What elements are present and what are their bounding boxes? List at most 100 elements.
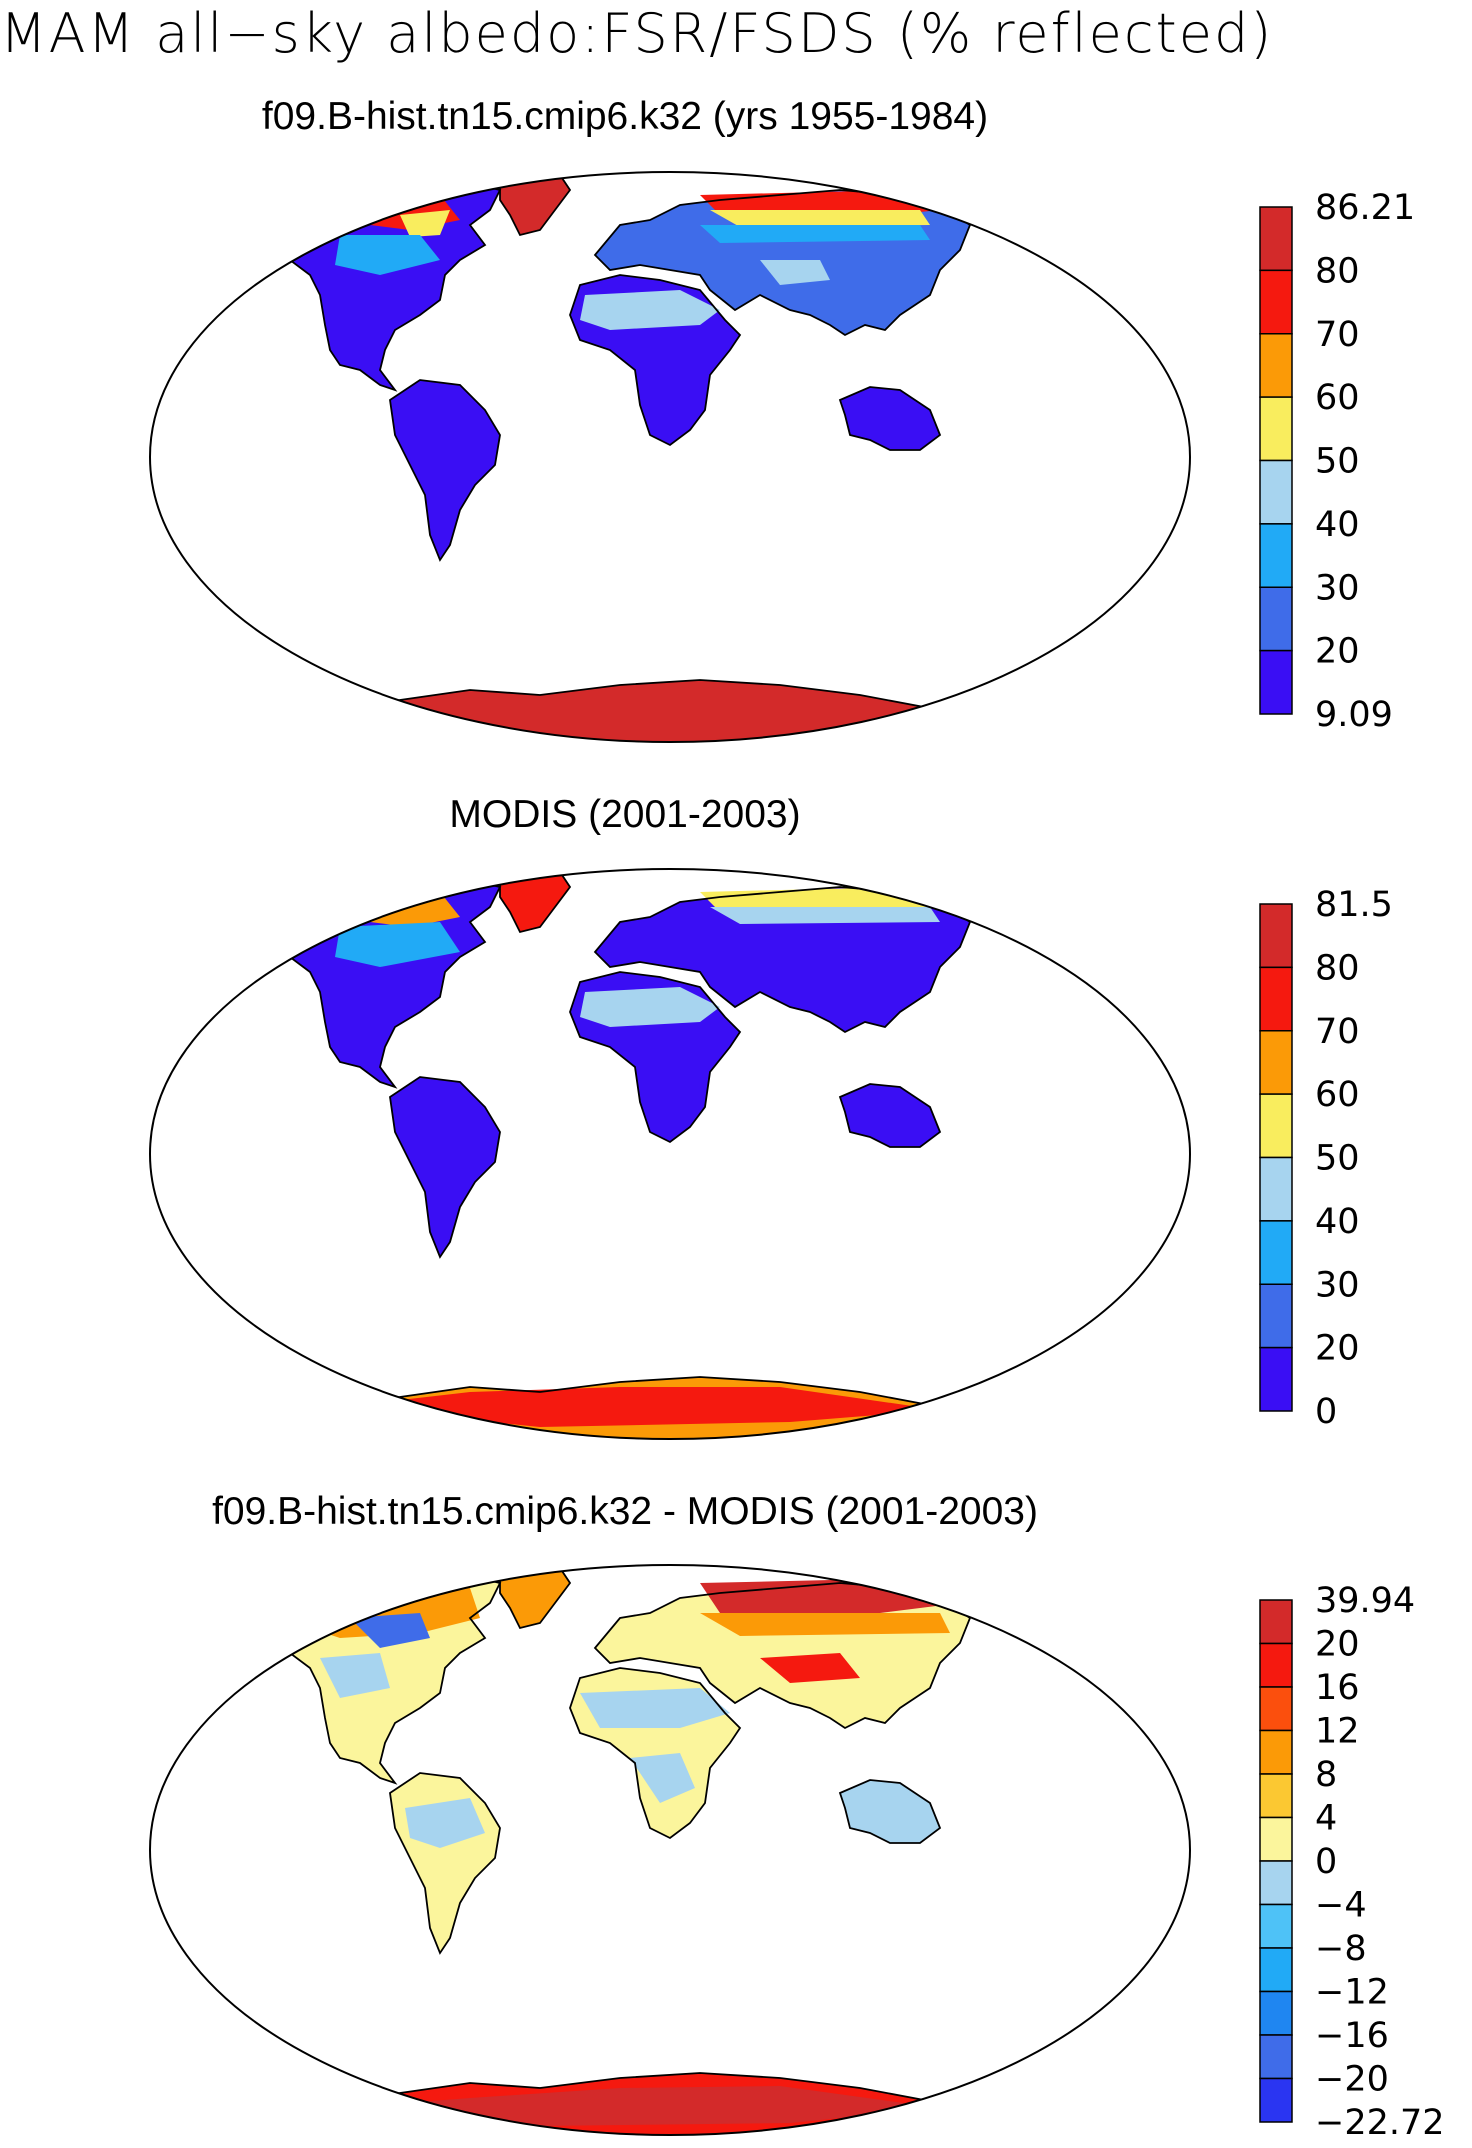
panel-3-map — [140, 1558, 1200, 2148]
land-australia — [840, 1084, 940, 1147]
panel-1-map — [140, 165, 1200, 755]
field-contour — [320, 1653, 390, 1698]
map-frame — [149, 868, 1191, 1440]
field-contour — [700, 225, 930, 243]
land-greenland — [500, 175, 570, 235]
panel-2-colorbar: 81.5 80 70 60 50 40 30 20 0 — [1259, 885, 1460, 1432]
colorbar-tick-label: 40 — [1315, 1202, 1360, 1242]
coastline-europeAsia — [593, 1582, 972, 1730]
land-australia — [840, 387, 940, 450]
field-contour — [400, 210, 450, 237]
panel-3-title: f09.B-hist.tn15.cmip6.k32 - MODIS (2001-… — [212, 1490, 1038, 1533]
coastline-greenland — [499, 174, 572, 237]
map-frame — [149, 171, 1191, 743]
colorbar-tick-label: 4 — [1315, 1799, 1337, 1839]
colorbar-tick-label: 70 — [1315, 1012, 1360, 1052]
field-contour — [405, 1798, 485, 1848]
coastline-antarctica — [289, 1376, 1001, 1439]
panel-3-map-svg — [149, 1564, 1191, 2136]
colorbar-swatch — [1259, 459, 1293, 525]
coastline-northAmerica — [257, 182, 502, 392]
colorbar-tick-label: −20 — [1315, 2060, 1389, 2100]
panel-1-colorbar: 86.21 80 70 60 50 40 30 20 9.09 — [1259, 188, 1460, 735]
colorbar-swatch — [1259, 396, 1293, 462]
colorbar-tick-label: −22.72 — [1315, 2103, 1445, 2143]
colorbar-swatch — [1259, 1346, 1293, 1412]
colorbar-tick-label: 0 — [1315, 1842, 1337, 1882]
colorbar-tick-label: −4 — [1315, 1886, 1367, 1926]
colorbar-tick-label: −12 — [1315, 1973, 1389, 2013]
coastline-greenland — [499, 1567, 572, 1630]
land-southAmerica — [390, 380, 500, 560]
panel-1-colorbar-svg: 86.21 80 70 60 50 40 30 20 9.09 — [1259, 188, 1415, 735]
field-contour — [760, 1653, 860, 1683]
colorbar-tick-label: 60 — [1315, 1075, 1360, 1115]
coastline-africa — [569, 1667, 742, 1840]
colorbar-tick-label: 12 — [1315, 1712, 1360, 1752]
colorbar-tick-label: 81.5 — [1315, 885, 1393, 925]
panel-2-colorbar-svg: 81.5 80 70 60 50 40 30 20 0 — [1259, 885, 1393, 1432]
colorbar-swatch — [1259, 1220, 1293, 1285]
field-contour — [710, 210, 930, 227]
colorbar-tick-label: 20 — [1315, 1329, 1360, 1369]
colorbar-tick-label: 30 — [1315, 568, 1360, 608]
field-contour — [350, 1613, 430, 1648]
field-contour — [760, 260, 830, 285]
field-contour — [700, 1613, 950, 1636]
colorbar-swatch — [1259, 1093, 1293, 1159]
colorbar-swatch — [1259, 1030, 1293, 1095]
field-contour — [580, 1688, 730, 1728]
coastline-northAmerica — [257, 879, 502, 1089]
colorbar-swatch — [1259, 1773, 1293, 1819]
coastline-australia — [838, 1779, 942, 1844]
field-contour — [710, 907, 940, 924]
colorbar-swatch — [1259, 1990, 1293, 2036]
field-contour — [580, 290, 720, 330]
colorbar-swatch — [1259, 206, 1293, 272]
map-frame — [149, 1564, 1191, 2136]
land-greenland — [500, 1568, 570, 1628]
land-europeAsia — [595, 887, 970, 1032]
colorbar-tick-label: 50 — [1315, 442, 1360, 482]
colorbar-tick-label: 9.09 — [1315, 695, 1393, 735]
colorbar-tick-label: 30 — [1315, 1265, 1360, 1305]
field-contour — [335, 235, 440, 275]
panel-2-map — [140, 862, 1200, 1452]
coastline-australia — [838, 386, 942, 451]
coastline-antarctica — [289, 679, 1001, 742]
colorbar-swatch — [1259, 1903, 1293, 1949]
land-southAmerica — [390, 1077, 500, 1257]
colorbar-tick-label: 16 — [1315, 1668, 1360, 1708]
panel-3-colorbar: 39.94 20 16 12 8 4 0 −4 −8 −12 −16 −20 −22.72 — [1259, 1581, 1460, 2143]
coastline-northAmerica — [257, 1575, 502, 1785]
colorbar-tick-label: 0 — [1315, 1392, 1337, 1432]
colorbar-tick-label: 50 — [1315, 1139, 1360, 1179]
coastline-southAmerica — [389, 379, 501, 562]
colorbar-tick-label: −8 — [1315, 1929, 1367, 1969]
colorbar-tick-label: 80 — [1315, 251, 1360, 291]
colorbar-swatch — [1259, 1816, 1293, 1862]
coastline-antarctica — [289, 2072, 1001, 2135]
colorbar-tick-label: −16 — [1315, 2016, 1389, 2056]
colorbar-swatch — [1259, 1729, 1293, 1775]
coastline-europeAsia — [593, 886, 972, 1034]
colorbar-swatch — [1259, 966, 1293, 1032]
colorbar-tick-label: 8 — [1315, 1755, 1337, 1795]
colorbar-swatch — [1259, 1642, 1293, 1688]
field-contour — [335, 922, 460, 967]
colorbar-tick-label: 20 — [1315, 632, 1360, 672]
land-greenland — [500, 872, 570, 932]
colorbar-tick-label: 40 — [1315, 505, 1360, 545]
coastline-europeAsia — [593, 189, 972, 337]
colorbar-swatch — [1259, 1283, 1293, 1349]
colorbar-swatch — [1259, 903, 1293, 969]
colorbar-tick-label: 60 — [1315, 378, 1360, 418]
field-contour — [340, 1387, 940, 1427]
colorbar-tick-label: 39.94 — [1315, 1581, 1415, 1621]
colorbar-tick-label: 80 — [1315, 948, 1360, 988]
panel-2-map-svg — [149, 868, 1191, 1440]
field-contour — [630, 1753, 695, 1803]
panel-1-map-svg — [149, 171, 1191, 743]
colorbar-swatch — [1259, 523, 1293, 588]
